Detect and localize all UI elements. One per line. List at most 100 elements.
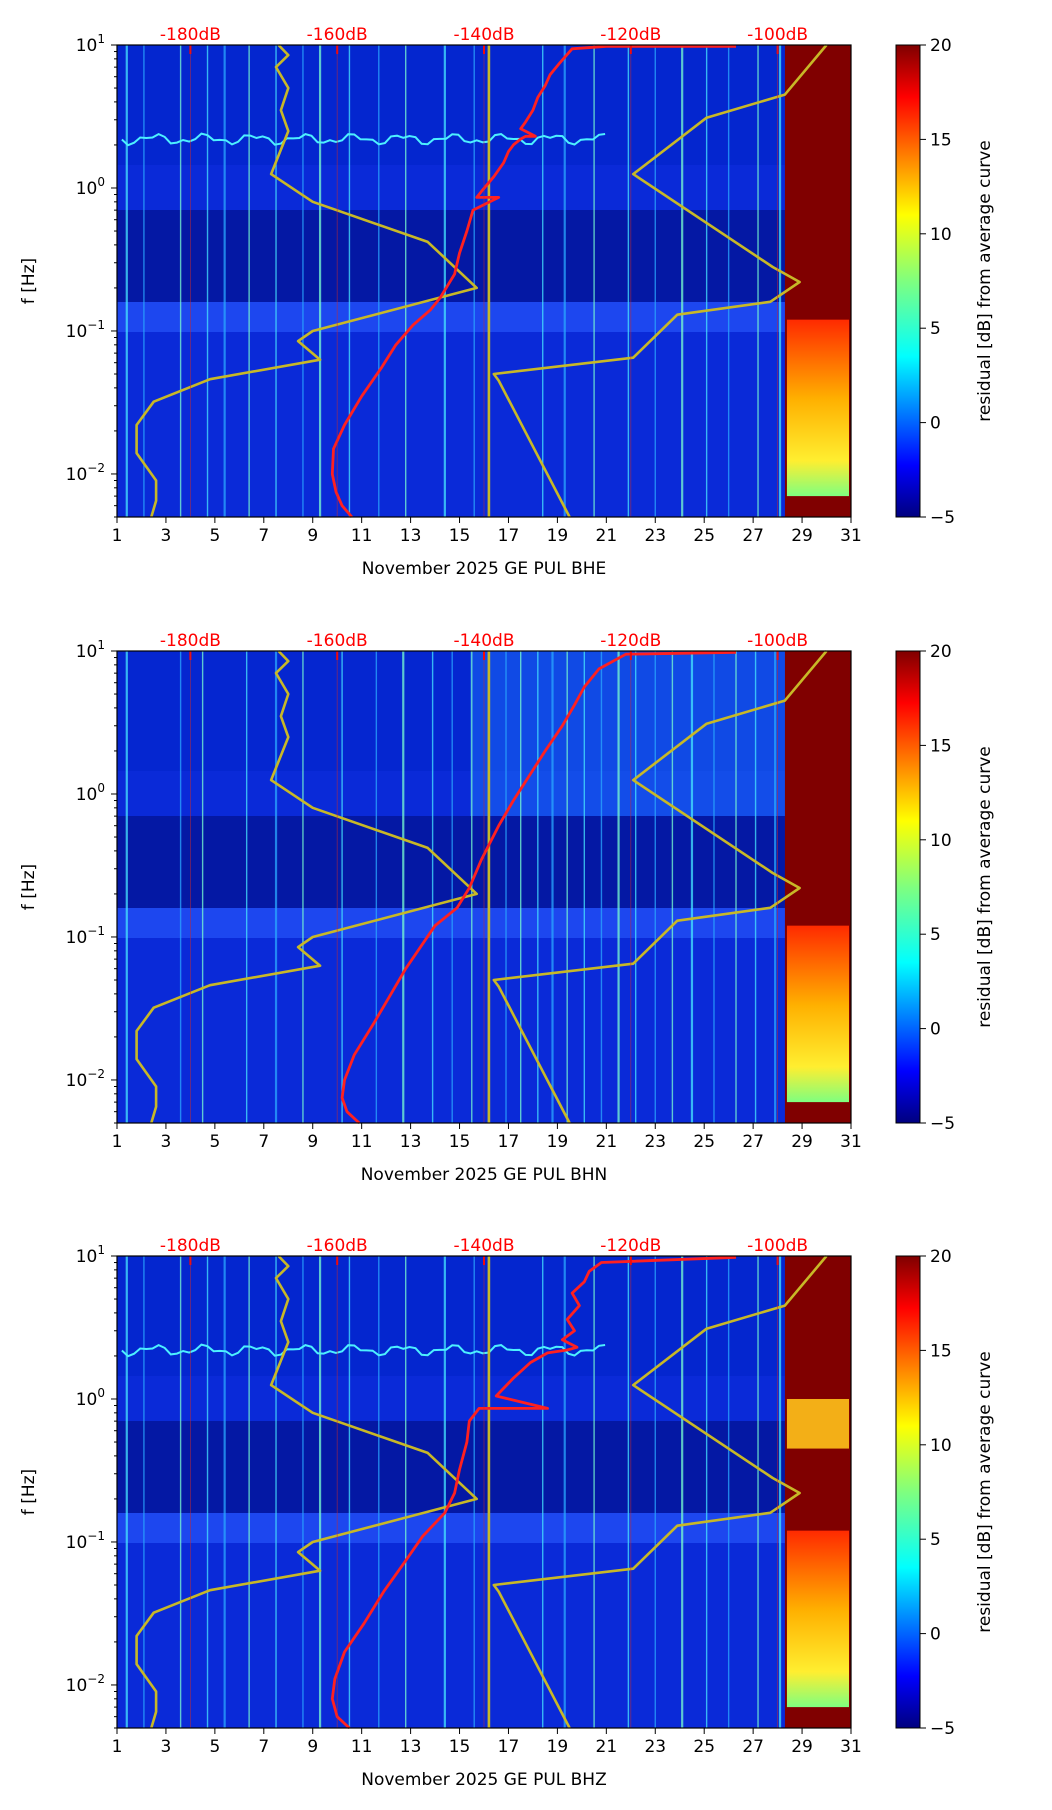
colorbar-tick-label: −5 [930,1114,955,1134]
x-tick-label: 27 [742,1737,764,1757]
y-tick-base: 10 [76,785,98,805]
colorbar-tick-label: 5 [930,925,941,945]
y-axis-label: f [Hz] [19,1469,39,1515]
spectrogram-panel-bhe: 1 3 5 7 9 11 13 15 17 19 21 23 25 27 29 31 10110010−110… [19,25,995,579]
db-label: -100dB [747,25,808,45]
microseism-peak-line [121,132,606,147]
x-tick-label: 7 [258,1132,269,1152]
plot-frame [116,44,852,518]
colorbar: 20 15 10 5 0 −5 residual [dB] from average cu… [895,642,995,1134]
x-tick-label: 25 [693,1132,715,1152]
colorbar-tick-label: 10 [930,831,952,851]
db-scale-marks [189,1256,779,1728]
bright-stripes [125,1256,782,1728]
x-tick-label: 15 [449,526,471,546]
db-scale-marks [189,45,779,517]
y-tick-exponent: −2 [87,1067,105,1081]
y-tick-base: 10 [76,179,98,199]
colorbar-tick-label: 15 [930,736,952,756]
db-label: -100dB [747,1236,808,1256]
db-label: -160dB [307,25,368,45]
colorbar-gradient [895,650,921,1124]
y-tick-base: 10 [66,928,88,948]
colorbar: 20 15 10 5 0 −5 residual [dB] from average cu… [895,1247,995,1739]
x-tick-label: 3 [161,1132,172,1152]
y-tick-label: 10−2 [66,1067,105,1091]
colorbar-tick-label: −5 [930,508,955,528]
y-tick-label: 101 [76,1243,105,1267]
colorbar-tick-label: 10 [930,1436,952,1456]
y-tick-exponent: −1 [87,1529,105,1543]
db-scale-marks [189,651,779,1123]
db-label: -140dB [453,1236,514,1256]
y-tick-label: 10−1 [66,1529,105,1553]
y-tick-exponent: −2 [87,461,105,475]
y-tick-exponent: 1 [97,1243,105,1257]
y-tick-label: 10−2 [66,461,105,485]
y-tick-label: 100 [76,1386,105,1410]
y-tick-label: 10−2 [66,1672,105,1696]
x-tick-label: 25 [693,1737,715,1757]
y-tick-exponent: 0 [97,781,105,795]
db-label: -100dB [747,631,808,651]
db-label: -140dB [453,25,514,45]
y-tick-exponent: 1 [97,638,105,652]
x-tick-label: 23 [644,1737,666,1757]
colorbar-tick-label: 15 [930,1341,952,1361]
noise-model-high-curve [492,1255,828,1729]
high-residual-low-freq-patch [786,925,849,1103]
y-tick-exponent: −1 [87,318,105,332]
y-tick-exponent: −2 [87,1672,105,1686]
colorbar-gradient [895,1255,921,1729]
x-axis-label: November 2025 GE PUL BHN [361,1165,608,1185]
x-axis-ticks: 1 3 5 7 9 11 13 15 17 19 21 23 25 27 29 31 [112,517,862,546]
median-PSD-curve [330,1255,737,1730]
x-tick-label: 21 [596,1132,618,1152]
plot-frame [116,1255,852,1729]
x-tick-label: 17 [498,526,520,546]
colorbar-tick-label: −5 [930,1719,955,1739]
x-tick-label: 31 [840,1132,862,1152]
db-label: -180dB [160,25,221,45]
noise-model-low-curve [135,1255,479,1729]
db-label: -180dB [160,631,221,651]
colorbar-tick-label: 20 [930,36,952,56]
spectrogram-panel-bhz: 1 3 5 7 9 11 13 15 17 19 21 23 25 27 29 31 10110010−110… [19,1236,995,1790]
colorbar-ticks: 20 15 10 5 0 −5 [920,642,955,1134]
top-db-labels: -180dB -160dB -140dB -120dB -100dB [160,1236,808,1256]
colorbar-label: residual [dB] from average curve [975,746,995,1027]
y-tick-label: 101 [76,32,105,56]
y-tick-base: 10 [66,1071,88,1091]
colorbar-label: residual [dB] from average curve [975,1351,995,1632]
db-label: -180dB [160,1236,221,1256]
x-tick-label: 31 [840,526,862,546]
y-tick-exponent: 0 [97,175,105,189]
psd-curves [135,44,828,518]
x-tick-label: 3 [161,1737,172,1757]
db-label: -120dB [600,25,661,45]
x-tick-label: 5 [209,1132,220,1152]
x-tick-label: 9 [307,526,318,546]
x-tick-label: 23 [644,1132,666,1152]
colorbar-tick-label: 0 [930,1020,941,1040]
psd-curves [135,1255,828,1730]
y-axis-label: f [Hz] [19,864,39,910]
colorbar-label: residual [dB] from average curve [975,140,995,421]
y-tick-exponent: −1 [87,924,105,938]
y-tick-label: 100 [76,175,105,199]
x-axis-label: November 2025 GE PUL BHZ [361,1770,607,1790]
colorbar-tick-label: 20 [930,1247,952,1267]
y-tick-base: 10 [76,1247,98,1267]
x-tick-label: 29 [791,1737,813,1757]
noise-model-high-curve [492,44,828,518]
x-axis-label: November 2025 GE PUL BHE [362,559,607,579]
colorbar-tick-label: 5 [930,319,941,339]
db-label: -120dB [600,1236,661,1256]
y-tick-base: 10 [66,1533,88,1553]
x-tick-label: 21 [596,526,618,546]
colorbar-ticks: 20 15 10 5 0 −5 [920,36,955,528]
high-residual-low-freq-patch [786,319,849,497]
x-tick-label: 7 [258,526,269,546]
